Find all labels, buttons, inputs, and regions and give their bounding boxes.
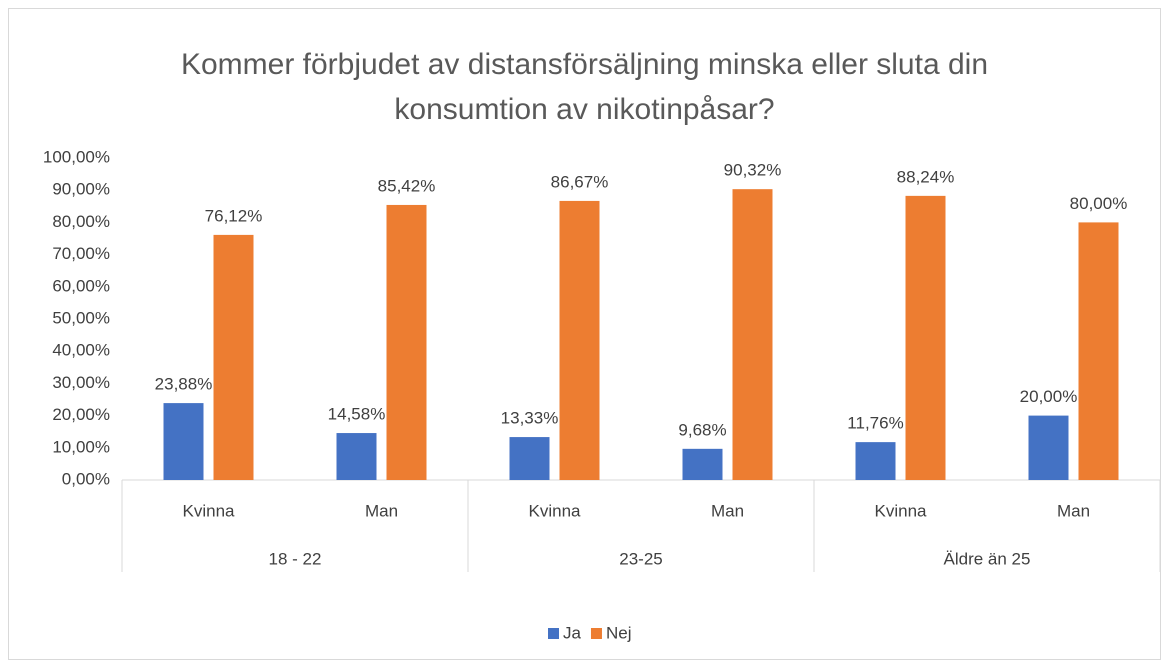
y-tick-label: 20,00% — [52, 405, 110, 424]
title-box: Kommer förbjudet av distansförsäljning m… — [0, 42, 1169, 132]
y-tick-label: 30,00% — [52, 373, 110, 392]
x-tick-label: Kvinna — [529, 501, 582, 520]
y-tick-label: 50,00% — [52, 308, 110, 327]
group-label: 23-25 — [619, 549, 662, 568]
data-label: 88,24% — [897, 167, 955, 186]
bar — [732, 189, 773, 480]
legend-label: Nej — [606, 623, 632, 642]
bar — [559, 200, 600, 480]
legend-swatch — [548, 628, 559, 639]
bar — [855, 442, 896, 480]
legend-swatch — [590, 628, 602, 639]
bar — [1078, 222, 1119, 480]
y-tick-label: 40,00% — [52, 341, 110, 360]
legend-label: Ja — [563, 623, 582, 642]
data-label: 11,76% — [847, 414, 903, 433]
bar — [213, 234, 254, 480]
x-tick-label: Kvinna — [183, 501, 236, 520]
y-tick-label: 100,00% — [43, 147, 110, 166]
chart-title: Kommer förbjudet av distansförsäljning m… — [180, 48, 989, 126]
data-label: 13,33% — [501, 409, 559, 428]
x-tick-label: Kvinna — [875, 501, 928, 520]
x-tick-label: Man — [365, 501, 398, 520]
bar — [336, 433, 377, 480]
y-tick-label: 80,00% — [52, 212, 110, 231]
bar — [386, 204, 427, 480]
data-label: 9,68% — [678, 420, 726, 439]
y-tick-label: 70,00% — [52, 244, 110, 263]
bar — [509, 437, 550, 480]
data-label: 23,88% — [155, 375, 213, 394]
data-label: 14,58% — [328, 405, 386, 424]
x-tick-label: Man — [711, 501, 744, 520]
data-label: 20,00% — [1020, 387, 1078, 406]
y-tick-label: 60,00% — [52, 276, 110, 295]
data-label: 86,67% — [551, 172, 609, 191]
bar — [1028, 415, 1069, 480]
group-label: 18 - 22 — [269, 549, 322, 568]
data-label: 80,00% — [1070, 194, 1128, 213]
bar — [905, 195, 946, 481]
data-label: 90,32% — [724, 161, 782, 180]
y-tick-label: 90,00% — [52, 180, 110, 199]
y-tick-label: 10,00% — [52, 437, 110, 456]
x-tick-label: Man — [1057, 501, 1090, 520]
data-label: 76,12% — [205, 206, 263, 225]
bar — [163, 403, 204, 480]
group-label: Äldre än 25 — [944, 549, 1031, 568]
y-tick-label: 0,00% — [62, 469, 110, 488]
bar — [682, 448, 723, 480]
data-label: 85,42% — [378, 176, 436, 195]
